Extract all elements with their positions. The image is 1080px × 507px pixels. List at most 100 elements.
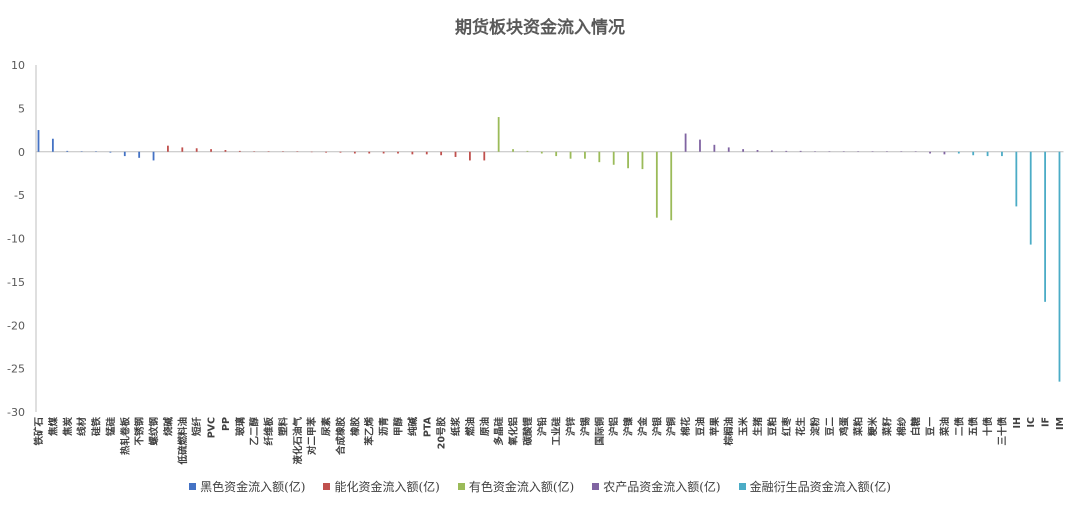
bar [1029, 151, 1032, 245]
x-tick-label: 苹果 [709, 417, 721, 437]
x-tick-label: 沥青 [378, 417, 390, 437]
bar [397, 151, 399, 154]
x-tick-label: 铁矿石 [33, 417, 45, 446]
x-tick-label: 十债 [982, 417, 994, 437]
bars [37, 117, 1061, 382]
bar [569, 151, 572, 159]
bar [210, 149, 212, 152]
bar [727, 147, 730, 152]
y-tick-label: 10 [11, 59, 25, 72]
x-tick-label: 低硫燃料油 [177, 417, 189, 466]
bar [655, 151, 658, 218]
x-tick-label: 二债 [953, 417, 965, 437]
x-tick-label: 豆粕 [766, 417, 778, 436]
y-tick-label: 5 [18, 102, 25, 115]
bar [238, 150, 241, 152]
x-tick-label: IH [1012, 417, 1023, 429]
x-tick-label: 烧碱 [162, 417, 174, 437]
legend-swatch [323, 483, 331, 490]
bar [929, 151, 931, 154]
bar [699, 139, 701, 152]
x-tick-label: 沪铜 [666, 417, 678, 437]
x-tick-label: 20号胶 [436, 417, 448, 450]
x-tick-label: IF [1041, 417, 1052, 427]
x-tick-label: 线材 [76, 417, 88, 437]
bar [325, 151, 327, 153]
bar [152, 151, 155, 161]
bar [584, 151, 586, 159]
x-tick-label: 液化石油气 [292, 417, 304, 465]
x-tick-label: 玉米 [738, 417, 750, 437]
bar [368, 151, 371, 154]
bar [382, 151, 385, 154]
bar [353, 151, 356, 154]
x-tick-label: 沪锌 [565, 417, 577, 437]
x-tick-label: 鸡蛋 [838, 417, 850, 438]
x-tick-label: 纸浆 [450, 417, 462, 437]
x-tick-label: 热轧卷板 [119, 417, 131, 456]
legend-label: 农产品资金流入额(亿) [603, 480, 721, 494]
legend-label: 能化资金流入额(亿) [334, 480, 440, 494]
y-tick-label: -30 [7, 406, 25, 419]
bar [123, 151, 126, 157]
x-tick-label: 硅铁 [91, 417, 103, 437]
x-tick-label: 沪铅 [536, 417, 548, 437]
bar [612, 151, 615, 165]
bar [785, 150, 788, 152]
x-tick-label: 不锈钢 [134, 417, 146, 446]
bar [37, 130, 40, 152]
x-tick-label: IM [1055, 417, 1066, 430]
x-tick-label: 沪镍 [623, 417, 635, 437]
x-tick-label: 沪银 [651, 417, 663, 437]
x-tick-label: 氧化铝 [508, 417, 520, 447]
x-tick-label: 豆一 [926, 417, 937, 437]
x-tick-label: 锰硅 [105, 417, 117, 437]
legend-item: 有色资金流入额(亿) [457, 478, 574, 495]
x-tick-label: 淀粉 [810, 417, 822, 437]
y-tick-label: -25 [7, 363, 25, 376]
x-tick-label: 粳米 [867, 417, 879, 438]
bar [713, 144, 716, 152]
x-tick-label: 燃油 [464, 417, 476, 436]
bar [943, 151, 946, 155]
bar [51, 138, 54, 152]
bar [799, 150, 802, 152]
x-tick-label: 纤维板 [263, 417, 275, 446]
x-tick-label: 螺纹钢 [148, 417, 160, 446]
x-tick-label: 多晶硅 [493, 417, 505, 446]
legend-item: 黑色资金流入额(亿) [189, 478, 305, 495]
y-tick-label: 0 [18, 146, 25, 159]
x-tick-label: 橡胶 [349, 417, 361, 437]
x-tick-label: 苯乙烯 [364, 417, 376, 447]
bar [483, 151, 486, 161]
bar [138, 151, 141, 158]
bar [167, 145, 169, 152]
x-tick-label: 原油 [479, 417, 491, 436]
legend-item: 金融衍生品资金流入额(亿) [738, 478, 891, 495]
x-tick-label: IC [1026, 417, 1037, 428]
bar [181, 147, 184, 152]
bar [440, 151, 443, 156]
x-tick-label: 沪铝 [608, 417, 620, 436]
bar [742, 149, 745, 152]
bar [512, 149, 514, 152]
x-tick-label: 豆油 [694, 417, 706, 436]
bar [598, 151, 601, 163]
x-tick-label: 棉花 [680, 417, 692, 437]
y-tick-label: -20 [7, 319, 25, 332]
x-tick-label: 沪锡 [579, 417, 591, 437]
x-tick-label: 三十债 [996, 417, 1008, 446]
x-tick-label: PP [221, 417, 232, 431]
bar [684, 133, 687, 152]
bar [109, 151, 112, 153]
bar [454, 151, 457, 157]
bar [1044, 151, 1046, 302]
legend-swatch [592, 483, 600, 490]
y-tick-label: -10 [7, 233, 25, 246]
y-tick-label: -5 [14, 189, 25, 202]
x-tick-label: 甲醇 [393, 417, 405, 437]
bar [770, 150, 773, 152]
chart-title: 期货板块资金流入情况 [455, 17, 625, 38]
bar [540, 151, 543, 154]
x-tick-label: 合成橡胶 [335, 417, 347, 456]
